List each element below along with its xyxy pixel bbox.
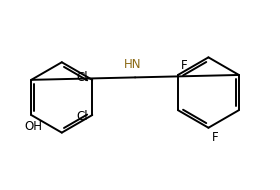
- Text: F: F: [181, 59, 188, 72]
- Text: Cl: Cl: [77, 111, 88, 124]
- Text: OH: OH: [25, 120, 43, 133]
- Text: HN: HN: [124, 58, 141, 71]
- Text: F: F: [212, 131, 218, 144]
- Text: Cl: Cl: [77, 71, 88, 84]
